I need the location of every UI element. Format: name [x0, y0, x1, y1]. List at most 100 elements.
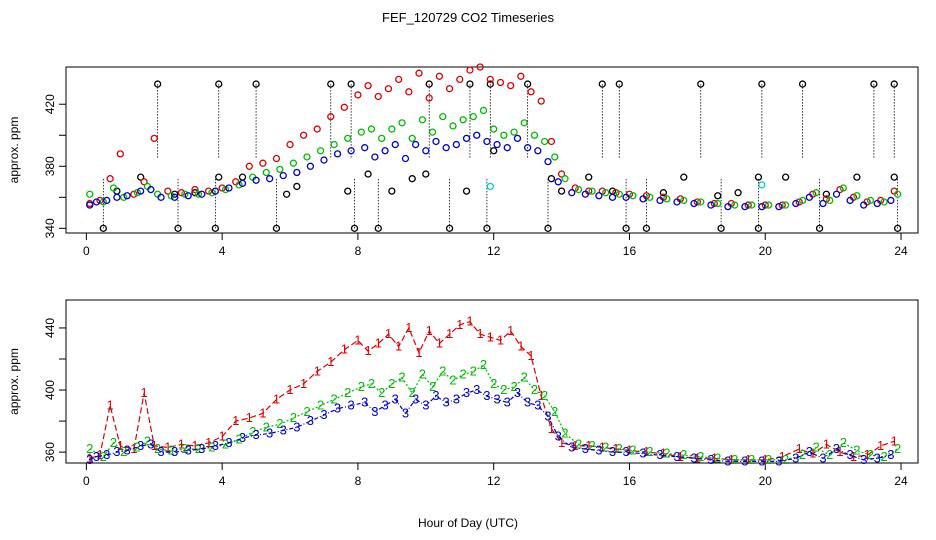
series-2-symbol: 2 [551, 404, 558, 419]
series-2-point [781, 201, 790, 209]
series-3-point [92, 198, 101, 206]
series-2-symbol: 2 [249, 424, 256, 439]
y-tick-label: 400 [43, 380, 57, 400]
series-1-symbol: 1 [548, 421, 555, 436]
series-3-symbol: 3 [392, 391, 399, 406]
raw-high-point [598, 80, 606, 88]
series-1-symbol: 1 [507, 323, 514, 338]
series-3-symbol: 3 [93, 449, 100, 464]
y-axis-label: approx. ppm [7, 348, 21, 415]
series-2-point [540, 137, 549, 146]
series-1-symbol: 1 [341, 342, 348, 357]
series-3-point [381, 147, 389, 155]
series-2-symbol: 2 [154, 441, 161, 456]
series-1-symbol: 1 [426, 323, 433, 338]
series-3-point [293, 168, 301, 177]
series-1-point [761, 201, 769, 209]
raw-mid-point [215, 173, 223, 181]
series-3-symbol: 3 [320, 407, 327, 422]
series-3-symbol: 3 [819, 450, 826, 465]
series-3-symbol: 3 [595, 443, 602, 458]
series-3-symbol: 3 [463, 385, 470, 400]
raw-low-point [483, 224, 491, 232]
series-1-symbol: 1 [823, 436, 830, 451]
series-3-point [137, 187, 145, 195]
series-1-point [259, 159, 267, 167]
chart-title: FEF_120729 CO2 Timeseries [382, 10, 554, 25]
series-3-point [103, 196, 111, 205]
series-2-point [316, 147, 325, 155]
series-3-point [113, 193, 121, 201]
series-3-symbol: 3 [483, 388, 490, 403]
raw-low-point [99, 224, 107, 232]
series-2-point [866, 196, 875, 205]
series-1-point [286, 140, 294, 149]
raw-mid-point [822, 190, 831, 198]
series-1-symbol: 1 [877, 438, 884, 453]
raw-high-point [758, 80, 766, 88]
series-2-symbol: 2 [813, 439, 820, 454]
series-3-symbol: 3 [334, 401, 341, 416]
plot-frame [65, 66, 919, 234]
raw-low-point [622, 224, 630, 232]
x-tick-label: 12 [487, 474, 501, 488]
series-1-point [486, 75, 494, 84]
series-3-point [554, 178, 562, 186]
series-2-point [262, 168, 270, 177]
series-1-line [89, 321, 895, 461]
series-2-symbol: 2 [575, 436, 582, 451]
series-3-symbol: 3 [381, 398, 388, 413]
series-2-point [235, 181, 243, 189]
series-2-point [764, 201, 773, 209]
x-tick-label: 20 [759, 244, 773, 258]
series-3-symbol: 3 [775, 453, 782, 468]
series-3-point [534, 147, 542, 155]
series-2-symbol: 2 [303, 404, 310, 419]
series-2-point [798, 196, 807, 205]
series-2-symbol: 2 [317, 398, 324, 413]
series-3-symbol: 3 [113, 444, 120, 459]
series-1-symbol: 1 [327, 354, 334, 369]
series-3-point [452, 140, 461, 149]
series-2-point [748, 201, 756, 209]
y-tick-label: 380 [43, 156, 57, 176]
series-1-point [415, 69, 423, 77]
series-1-symbol: 1 [273, 391, 280, 406]
series-3-point [493, 140, 501, 149]
raw-mid-point [238, 173, 247, 181]
raw-high-point [523, 80, 532, 88]
series-3-point [887, 196, 895, 205]
series-1-point [245, 162, 253, 170]
series-2-point [714, 199, 722, 208]
series-2-point [646, 193, 654, 201]
series-2-point [459, 116, 467, 124]
series-1-symbol: 1 [572, 438, 579, 453]
raw-low-point [445, 224, 454, 232]
series-2-point [893, 190, 902, 198]
series-3-point [306, 162, 315, 170]
series-1-symbol: 1 [677, 449, 684, 464]
raw-low-point [642, 224, 651, 232]
series-3-point [86, 201, 94, 209]
series-1-point [106, 175, 114, 183]
series-1-symbol: 1 [436, 335, 443, 350]
x-axis-label: Hour of Day (UTC) [418, 516, 518, 530]
series-2-symbol: 2 [561, 426, 568, 441]
series-1-symbol: 1 [140, 385, 147, 400]
raw-mid-point [734, 189, 742, 197]
series-1-symbol: 1 [626, 443, 633, 458]
raw-mid-point [137, 173, 145, 181]
raw-mid-point [462, 187, 471, 195]
series-1-symbol: 1 [259, 405, 266, 420]
series-2-point [344, 134, 352, 143]
series-2-point [561, 175, 569, 183]
series-1-point [710, 199, 718, 208]
series-3-symbol: 3 [690, 450, 697, 465]
series-2-symbol: 2 [697, 449, 704, 464]
series-3-symbol: 3 [544, 408, 551, 423]
series-2-symbol: 2 [894, 441, 901, 456]
series-1-point [299, 131, 308, 139]
raw-mid-point [490, 147, 498, 155]
series-3-line [89, 389, 891, 462]
series-2-point [181, 190, 189, 198]
